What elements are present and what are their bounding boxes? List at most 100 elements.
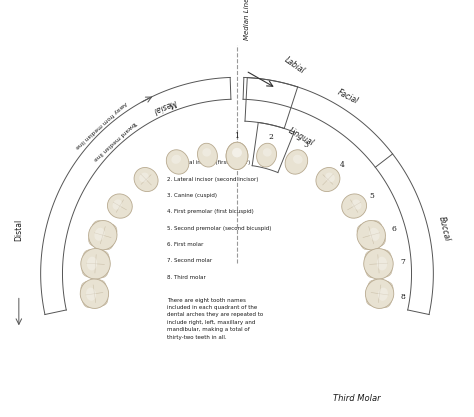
Ellipse shape [380, 281, 393, 295]
Ellipse shape [93, 280, 106, 293]
Ellipse shape [86, 288, 96, 301]
Ellipse shape [293, 155, 302, 164]
Text: Buccal: Buccal [437, 216, 451, 242]
Ellipse shape [109, 198, 120, 208]
Text: Toward median line: Toward median line [92, 119, 138, 161]
Ellipse shape [325, 173, 335, 182]
Ellipse shape [232, 148, 242, 157]
Ellipse shape [285, 150, 308, 174]
Text: 3. Canine (cuspid): 3. Canine (cuspid) [167, 193, 217, 198]
Ellipse shape [316, 168, 340, 191]
Ellipse shape [378, 250, 391, 264]
Ellipse shape [318, 169, 338, 190]
Ellipse shape [366, 293, 379, 306]
Ellipse shape [361, 236, 374, 250]
Ellipse shape [82, 263, 95, 277]
Ellipse shape [365, 251, 378, 264]
Text: 7: 7 [400, 258, 405, 266]
Text: There are eight tooth names
included in each quadrant of the
dental arches they : There are eight tooth names included in … [167, 298, 264, 340]
Text: 8. Third molar: 8. Third molar [167, 275, 206, 280]
Text: 3: 3 [303, 141, 308, 148]
Ellipse shape [256, 143, 276, 167]
Ellipse shape [109, 196, 130, 216]
Text: 2. Lateral incisor (second incisor): 2. Lateral incisor (second incisor) [167, 177, 258, 181]
Ellipse shape [145, 178, 156, 189]
Ellipse shape [263, 148, 272, 156]
Ellipse shape [343, 204, 354, 215]
Ellipse shape [344, 196, 365, 216]
Ellipse shape [120, 204, 131, 215]
Text: Away from median line: Away from median line [73, 100, 127, 149]
Ellipse shape [354, 198, 365, 208]
Ellipse shape [94, 228, 105, 241]
Ellipse shape [87, 257, 97, 270]
Ellipse shape [172, 155, 181, 164]
Text: Distal: Distal [14, 219, 23, 241]
Text: Mesial: Mesial [152, 97, 178, 114]
Ellipse shape [83, 294, 96, 308]
Ellipse shape [81, 281, 94, 295]
Text: Facial: Facial [336, 88, 359, 106]
Ellipse shape [368, 280, 381, 293]
Ellipse shape [378, 294, 391, 308]
Ellipse shape [83, 251, 108, 277]
Ellipse shape [104, 224, 117, 237]
Ellipse shape [369, 228, 380, 241]
Ellipse shape [198, 143, 218, 167]
Ellipse shape [139, 173, 149, 182]
Ellipse shape [92, 221, 105, 234]
Ellipse shape [366, 264, 379, 278]
Text: 6: 6 [392, 225, 396, 233]
Ellipse shape [365, 279, 394, 309]
Ellipse shape [357, 224, 370, 237]
Text: 1: 1 [235, 132, 239, 140]
Text: 6. First molar: 6. First molar [167, 242, 203, 247]
Ellipse shape [100, 236, 113, 250]
Ellipse shape [95, 293, 108, 306]
Ellipse shape [89, 233, 101, 246]
Ellipse shape [226, 142, 248, 170]
Ellipse shape [359, 223, 383, 248]
Ellipse shape [226, 142, 248, 170]
Ellipse shape [327, 170, 337, 181]
Ellipse shape [108, 194, 132, 218]
Ellipse shape [136, 169, 156, 190]
Ellipse shape [81, 249, 110, 279]
Ellipse shape [113, 199, 122, 210]
Text: 1. Central incisor (first incisor): 1. Central incisor (first incisor) [167, 160, 250, 165]
Ellipse shape [82, 281, 107, 306]
Ellipse shape [352, 199, 361, 210]
Text: 2: 2 [269, 133, 273, 141]
Ellipse shape [367, 281, 392, 306]
Text: 8: 8 [401, 293, 405, 301]
Text: 4. First premolar (first bicuspid): 4. First premolar (first bicuspid) [167, 209, 254, 214]
Ellipse shape [232, 148, 242, 157]
Ellipse shape [373, 233, 385, 246]
Ellipse shape [379, 263, 392, 277]
Ellipse shape [378, 288, 388, 301]
Ellipse shape [80, 279, 109, 309]
Ellipse shape [134, 168, 158, 191]
Ellipse shape [366, 251, 391, 277]
Ellipse shape [89, 221, 117, 250]
Ellipse shape [83, 250, 96, 264]
Ellipse shape [377, 257, 387, 270]
Ellipse shape [364, 249, 393, 279]
Text: 5. Second premolar (second bicuspid): 5. Second premolar (second bicuspid) [167, 226, 272, 231]
Text: 7. Second molar: 7. Second molar [167, 259, 212, 264]
Ellipse shape [96, 251, 109, 264]
Ellipse shape [357, 221, 385, 250]
Ellipse shape [137, 170, 147, 181]
Text: 4: 4 [339, 161, 345, 169]
Ellipse shape [318, 178, 329, 189]
Text: Median Line: Median Line [244, 0, 249, 40]
Text: Lingual: Lingual [287, 126, 315, 148]
Ellipse shape [342, 194, 366, 218]
Ellipse shape [166, 150, 189, 174]
Ellipse shape [91, 223, 115, 248]
Ellipse shape [202, 148, 211, 156]
Text: Labial: Labial [283, 56, 307, 76]
Ellipse shape [369, 221, 382, 234]
Ellipse shape [95, 264, 108, 278]
Text: Third Molar: Third Molar [333, 394, 381, 402]
